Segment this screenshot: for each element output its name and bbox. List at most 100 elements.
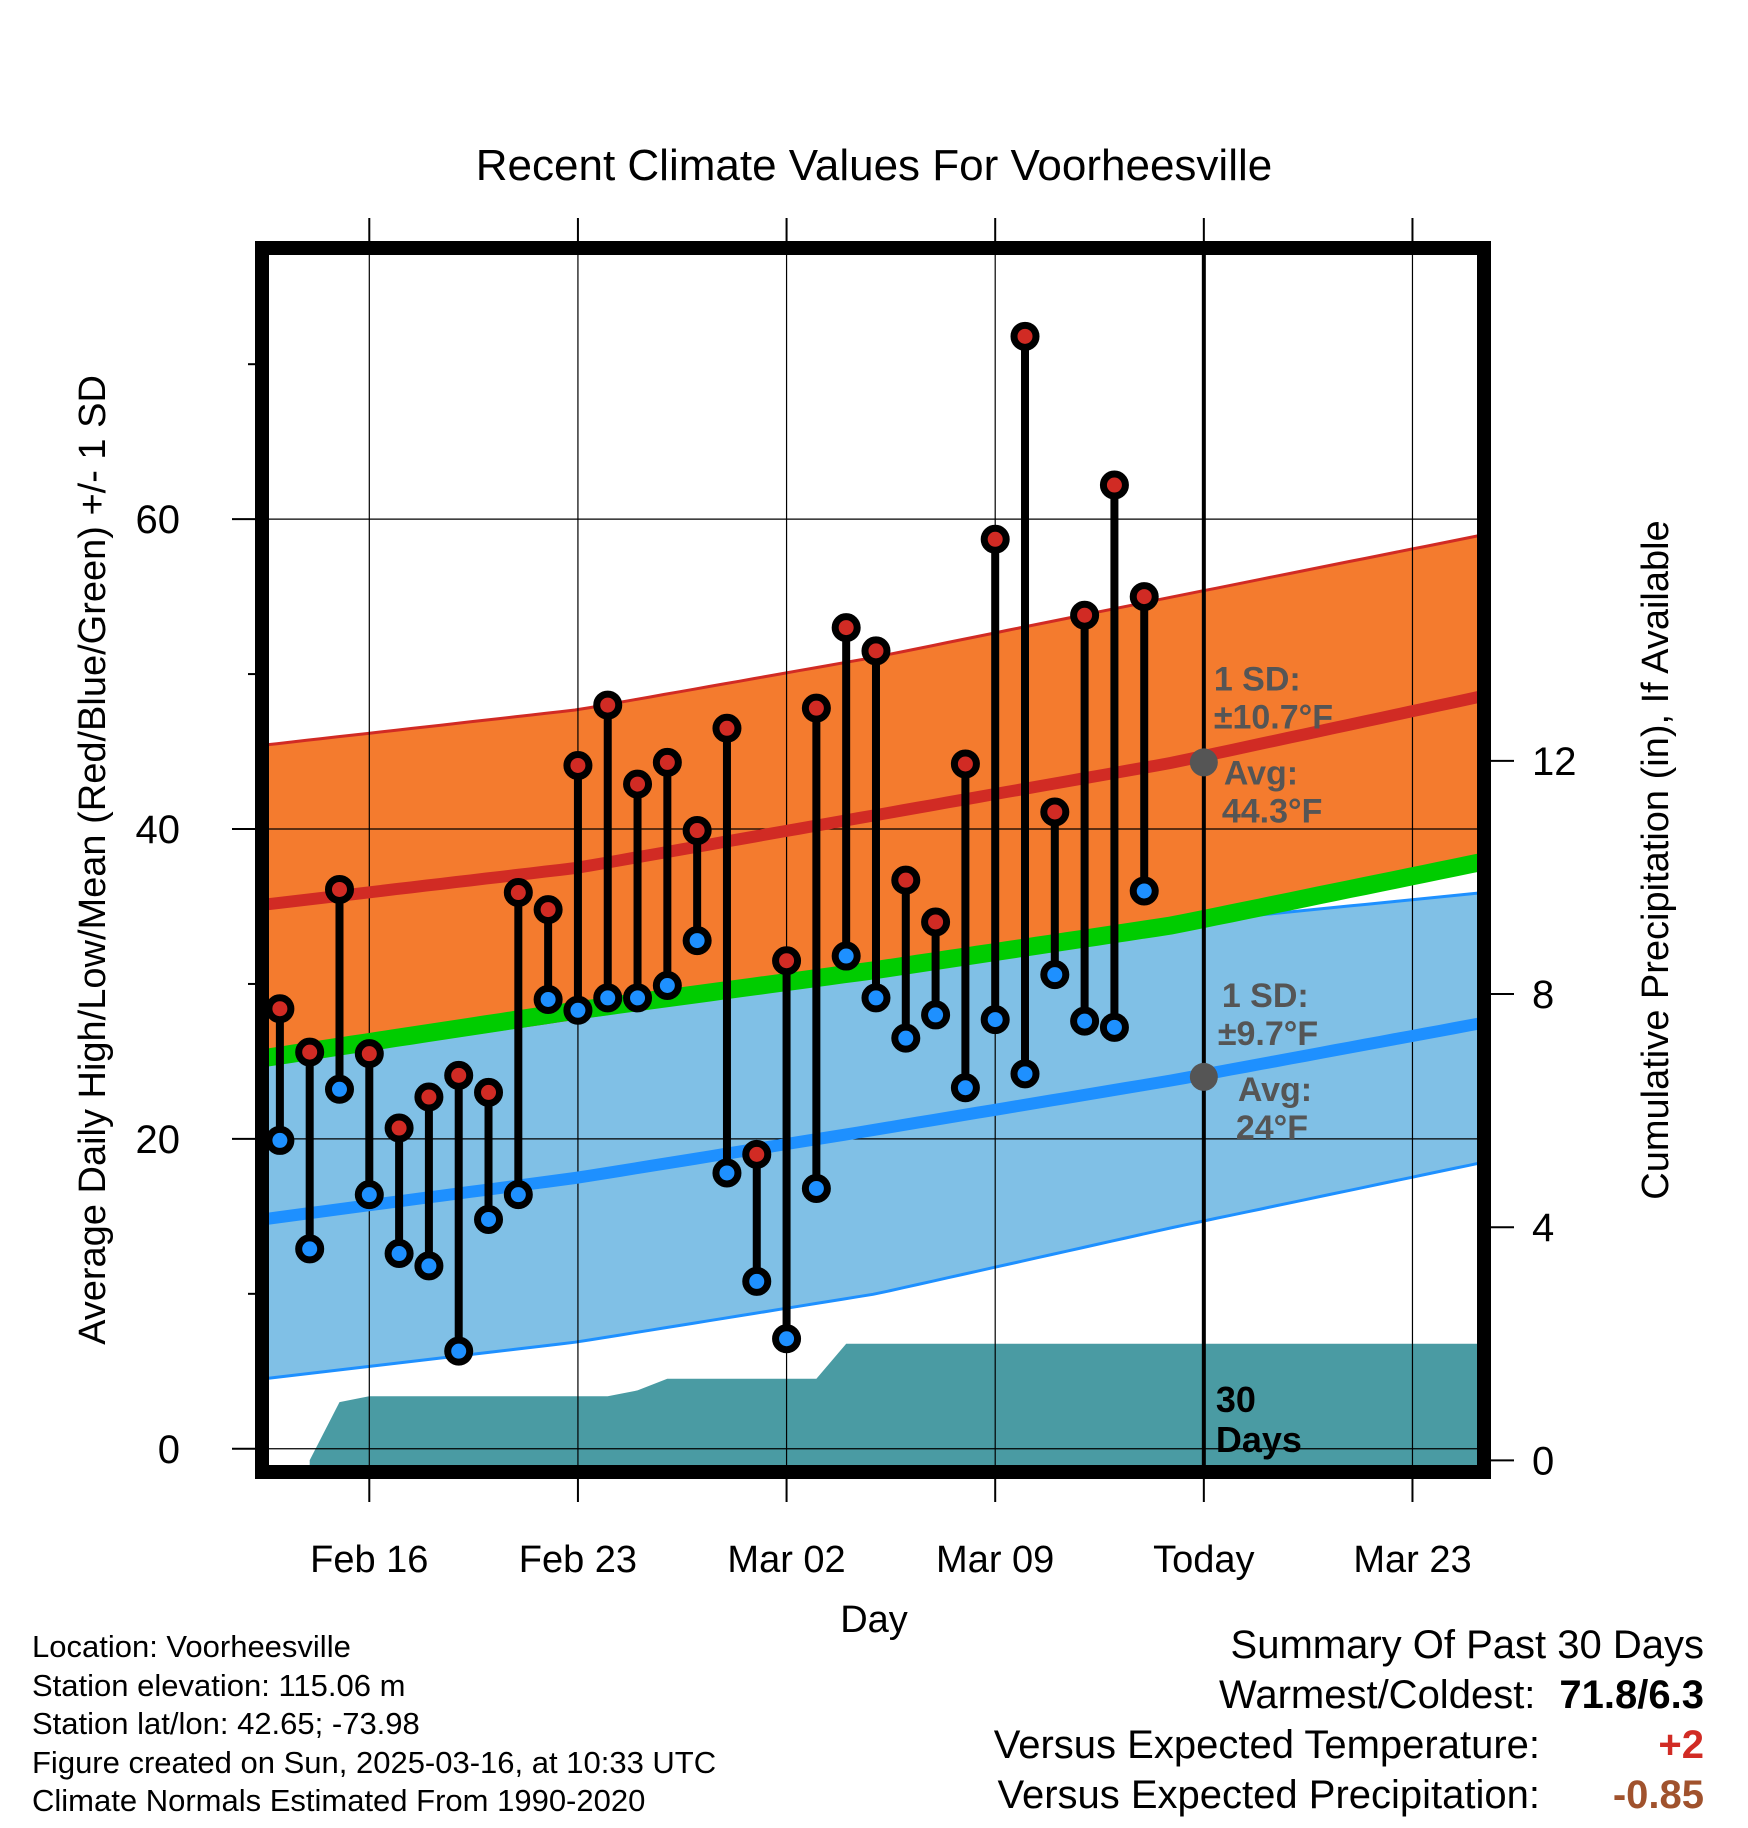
summary-warmest-row: Warmest/Coldest: 71.8/6.3 (994, 1670, 1704, 1720)
summary-precip-row: Versus Expected Precipitation: -0.85 (994, 1770, 1704, 1820)
x-tick-label: Mar 09 (936, 1539, 1054, 1581)
low-point (593, 983, 623, 1013)
low-sd-label: 1 SD: (1222, 977, 1309, 1015)
observed-temperatures (265, 321, 1159, 1366)
station-info: Location: Voorheesville Station elevatio… (32, 1628, 716, 1821)
low-point (801, 1173, 831, 1203)
low-point (980, 1005, 1010, 1035)
days-word-label: Days (1216, 1419, 1302, 1460)
y-tick-label: 60 (136, 498, 181, 542)
low-point (652, 970, 682, 1000)
temp-label: Versus Expected Temperature: (993, 1723, 1540, 1767)
warmest-label: Warmest/Coldest: (1219, 1673, 1536, 1717)
axes: 0 20 40 60 0 4 8 12 Feb 16 Feb 23 Mar 02 Mar 09 Toda… (136, 218, 1577, 1581)
y2-tick-label: 8 (1532, 973, 1554, 1017)
low-point (1010, 1059, 1040, 1089)
high-point (354, 1039, 384, 1069)
x-tick-label: Today (1153, 1539, 1254, 1581)
high-point (682, 816, 712, 846)
low-point (682, 926, 712, 956)
precip-value: -0.85 (1612, 1773, 1704, 1817)
x-tick-label: Mar 23 (1353, 1539, 1471, 1581)
low-point (891, 1023, 921, 1053)
high-point (980, 524, 1010, 554)
low-point (563, 995, 593, 1025)
y2-tick-label: 12 (1532, 740, 1577, 784)
low-point (1129, 876, 1159, 906)
summary-panel: Summary Of Past 30 Days Warmest/Coldest:… (994, 1620, 1704, 1820)
y-axis-label: Average Daily High/Low/Mean (Red/Blue/Gr… (72, 375, 114, 1345)
low-point (950, 1073, 980, 1103)
low-point (1099, 1012, 1129, 1042)
high-point (1099, 470, 1129, 500)
normals-text: Climate Normals Estimated From 1990-2020 (32, 1783, 646, 1818)
today-low-avg-marker (1189, 1062, 1218, 1091)
low-avg-value: 24°F (1236, 1109, 1308, 1147)
x-axis-label: Day (840, 1599, 908, 1641)
high-point (1070, 600, 1100, 630)
high-sd-label: 1 SD: (1214, 660, 1301, 698)
high-point (533, 895, 563, 925)
low-point (474, 1204, 504, 1234)
low-point (623, 983, 653, 1013)
elevation-text: Station elevation: 115.06 m (32, 1667, 406, 1703)
high-point (324, 874, 354, 904)
warmest-value: 71.8/6.3 (1559, 1673, 1704, 1717)
low-point (772, 1324, 802, 1354)
low-point (414, 1251, 444, 1281)
high-point (772, 946, 802, 976)
chart-title: Recent Climate Values For Voorheesville (476, 141, 1272, 190)
high-point (444, 1060, 474, 1090)
high-point (921, 907, 951, 937)
avg-low-line (262, 1016, 1484, 1226)
high-point (1010, 321, 1040, 351)
location-text: Location: Voorheesville (32, 1629, 351, 1664)
high-point (414, 1082, 444, 1112)
y-tick-label: 0 (158, 1428, 180, 1472)
low-point (533, 984, 563, 1014)
high-point (563, 750, 593, 780)
x-tick-label: Feb 23 (519, 1539, 637, 1581)
days-count-label: 30 (1216, 1379, 1256, 1420)
low-sd-value: ±9.7°F (1218, 1015, 1318, 1053)
high-point (503, 878, 533, 908)
low-avg-label: Avg: (1238, 1071, 1312, 1109)
low-point (742, 1266, 772, 1296)
high-point (831, 613, 861, 643)
high-point (1129, 582, 1159, 612)
today-high-avg-marker (1189, 748, 1218, 777)
high-sd-value: ±10.7°F (1214, 698, 1333, 736)
high-avg-label: Avg: (1224, 754, 1298, 792)
high-point (891, 865, 921, 895)
low-point (831, 941, 861, 971)
high-point (742, 1139, 772, 1169)
high-point (623, 769, 653, 799)
high-point (652, 747, 682, 777)
low-point (295, 1234, 325, 1264)
y2-tick-label: 4 (1532, 1206, 1554, 1250)
summary-title: Summary Of Past 30 Days (1230, 1623, 1704, 1667)
high-point (1040, 797, 1070, 827)
low-point (503, 1180, 533, 1210)
low-point (384, 1239, 414, 1269)
summary-temp-row: Versus Expected Temperature: +2 (994, 1720, 1704, 1770)
high-point (265, 994, 295, 1024)
low-point (861, 983, 891, 1013)
high-point (593, 690, 623, 720)
high-point (474, 1077, 504, 1107)
y-tick-label: 20 (136, 1118, 181, 1162)
high-point (861, 636, 891, 666)
y2-axis-label: Cumulative Precipitation (in), If Availa… (1635, 520, 1677, 1199)
y-tick-label: 40 (136, 808, 181, 852)
temp-value: +2 (1658, 1723, 1704, 1767)
low-point (324, 1074, 354, 1104)
latlon-text: Station lat/lon: 42.65; -73.98 (32, 1706, 420, 1741)
low-point (712, 1158, 742, 1188)
x-tick-label: Mar 02 (727, 1539, 845, 1581)
high-avg-value: 44.3°F (1222, 792, 1323, 830)
y2-tick-label: 0 (1532, 1439, 1554, 1483)
low-point (265, 1125, 295, 1155)
x-tick-label: Feb 16 (310, 1539, 428, 1581)
high-point (295, 1037, 325, 1067)
